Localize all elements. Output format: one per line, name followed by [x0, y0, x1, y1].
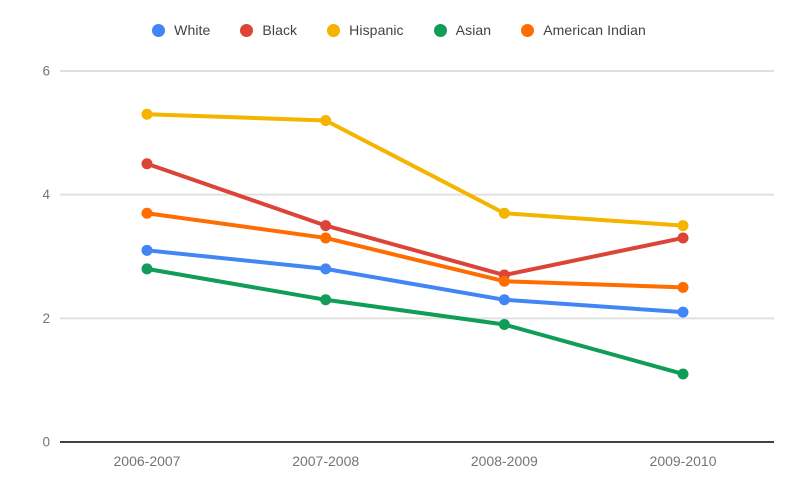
data-point-hispanic — [498, 207, 510, 219]
legend-label: White — [174, 22, 211, 38]
legend-label: Asian — [455, 22, 492, 38]
data-point-hispanic — [677, 220, 689, 232]
data-point-asian — [498, 319, 510, 331]
x-tick-label: 2009-2010 — [650, 453, 717, 469]
legend-label: American Indian — [543, 22, 646, 38]
x-tick-label: 2006-2007 — [114, 453, 181, 469]
legend-item-hispanic: Hispanic — [327, 22, 404, 38]
data-point-white — [141, 244, 153, 256]
data-point-american-indian — [320, 232, 332, 244]
legend-label: Black — [262, 22, 298, 38]
legend-dot-hispanic-icon — [327, 23, 341, 37]
legend-label: Hispanic — [349, 22, 404, 38]
legend-dot-black-icon — [240, 23, 254, 37]
legend-item-asian: Asian — [433, 22, 492, 38]
chart-legend: White Black Hispanic Asian American Indian — [0, 22, 798, 38]
y-tick-label: 4 — [42, 187, 50, 202]
legend-dot-american-indian-icon — [521, 23, 535, 37]
data-point-hispanic — [141, 108, 153, 120]
data-point-american-indian — [677, 281, 689, 293]
legend-dot-white-icon — [152, 23, 166, 37]
x-tick-label: 2007-2008 — [292, 453, 359, 469]
data-point-white — [677, 306, 689, 318]
data-point-white — [320, 263, 332, 275]
data-point-american-indian — [141, 207, 153, 219]
data-point-white — [498, 294, 510, 306]
series-line-hispanic — [145, 112, 686, 228]
y-tick-label: 2 — [42, 311, 50, 326]
legend-item-black: Black — [240, 22, 297, 38]
data-point-hispanic — [320, 114, 332, 126]
data-point-american-indian — [498, 275, 510, 287]
legend-item-white: White — [152, 22, 210, 38]
series-line-american-indian — [145, 211, 686, 290]
data-point-black — [141, 158, 153, 170]
y-tick-label: 6 — [42, 64, 50, 79]
data-point-asian — [141, 263, 153, 275]
data-point-black — [677, 232, 689, 244]
data-point-asian — [320, 294, 332, 306]
data-point-asian — [677, 368, 689, 380]
x-tick-label: 2008-2009 — [471, 453, 538, 469]
series-line-white — [145, 248, 686, 315]
legend-dot-asian-icon — [433, 23, 447, 37]
series-line-asian — [145, 266, 686, 376]
y-tick-label: 0 — [42, 435, 50, 450]
data-point-black — [320, 220, 332, 232]
series-line-black — [145, 161, 686, 278]
legend-item-american-indian: American Indian — [521, 22, 646, 38]
